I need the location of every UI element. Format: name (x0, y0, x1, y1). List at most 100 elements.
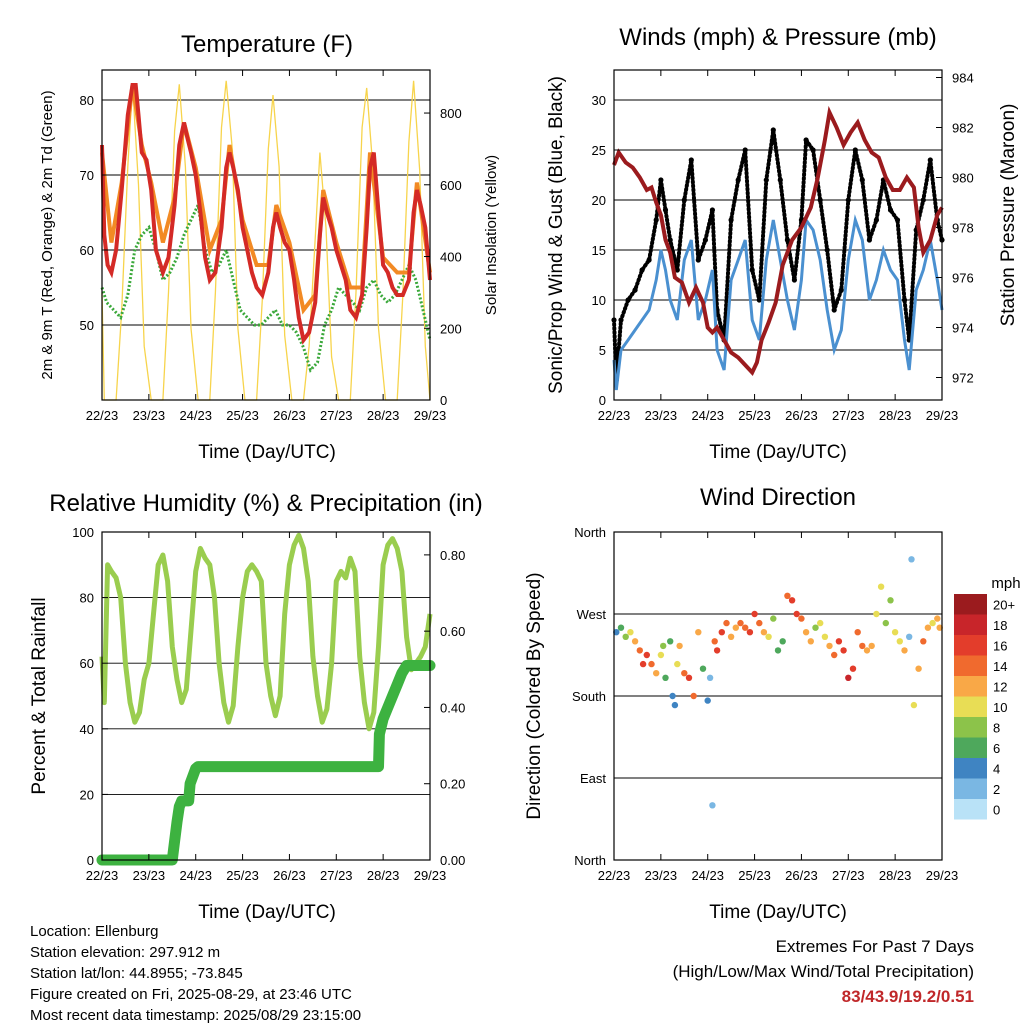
temperature-ylabel-left: 2m & 9m T (Red, Orange) & 2m Td (Green) (39, 90, 56, 379)
dewpoint-line (100, 199, 432, 373)
x-tick-label: 25/23 (738, 408, 771, 423)
y-tick-label: North (574, 525, 606, 540)
colorbar-label: 12 (993, 679, 1007, 694)
direction-point (674, 660, 681, 668)
dewpoint-series (100, 199, 432, 373)
y-tick-label: 25 (592, 143, 606, 158)
x-tick-label: 22/23 (86, 408, 119, 423)
y-tick-label: West (577, 607, 607, 622)
direction-point (770, 615, 777, 622)
x-tick-label: 28/23 (367, 868, 400, 883)
x-tick-label: 26/23 (273, 408, 306, 423)
humidity-ticks: 22/23 23/23 24/23 25/23 26/23 27/23 28/23 29/23… (72, 525, 465, 883)
humidity-xlabel: Time (Day/UTC) (198, 902, 336, 923)
direction-point (713, 647, 721, 654)
y-tick-label: 30 (592, 93, 606, 108)
y-tick-label: 20 (592, 193, 606, 208)
x-tick-label: 27/23 (320, 868, 353, 883)
y-tick-label: 20 (80, 787, 94, 802)
temperature-ylabel-right: Solar Insolation (Yellow) (483, 155, 500, 315)
direction-point (662, 674, 669, 681)
y-tick-label: 0 (599, 393, 606, 408)
direction-point (711, 638, 718, 645)
temperature-xlabel: Time (Day/UTC) (198, 442, 336, 463)
direction-point (891, 629, 899, 636)
direction-point (706, 674, 714, 681)
direction-point (779, 638, 786, 645)
x-tick-label: 28/23 (879, 868, 912, 883)
direction-point (756, 619, 763, 627)
wind-series (612, 214, 944, 391)
colorbar-swatch (954, 676, 987, 697)
direction-point (887, 597, 894, 604)
temperature-panel: Temperature (F) 22/23 23/23 24/23 25/23 26/2… (39, 31, 500, 463)
winds-ylabel-right: Station Pressure (Maroon) (998, 104, 1019, 327)
direction-point (807, 638, 814, 645)
y-tick-label: South (572, 689, 606, 704)
x-tick-label: 26/23 (785, 868, 818, 883)
direction-point (929, 619, 936, 627)
x-tick-label: 24/23 (691, 408, 724, 423)
direction-point (723, 619, 730, 627)
precip-series (96, 660, 436, 866)
direction-point (622, 633, 629, 640)
y-tick-label: 40 (80, 722, 94, 737)
direction-point (676, 642, 683, 650)
winds-xlabel: Time (Day/UTC) (709, 442, 847, 463)
x-tick-label: 29/23 (926, 868, 959, 883)
direction-point (896, 638, 903, 645)
x-tick-label: 23/23 (133, 408, 166, 423)
colorbar-swatch (954, 717, 987, 738)
direction-point (627, 629, 634, 636)
y-tick-label: 0.20 (440, 777, 465, 792)
temperature-ticks: 22/23 23/23 24/23 25/23 26/23 27/23 28/23 29/23… (80, 70, 462, 423)
winds-panel: Winds (mph) & Pressure (mb) 22/23 23/23 24… (546, 24, 1019, 463)
y-tick-label: 982 (952, 121, 974, 136)
direction-point (840, 647, 847, 654)
extremes-heading: Extremes For Past 7 Days (775, 937, 974, 956)
direction-point (639, 660, 647, 668)
direction-point (636, 647, 643, 654)
x-tick-label: 26/23 (785, 408, 818, 423)
x-tick-label: 28/23 (367, 408, 400, 423)
precip-line (96, 660, 436, 866)
direction-point (802, 629, 810, 636)
direction-point (908, 556, 915, 563)
colorbar-label: 0 (993, 802, 1000, 817)
direction-point (617, 624, 625, 631)
extremes-subheading: (High/Low/Max Wind/Total Precipitation) (672, 962, 974, 981)
colorbar: 20+ 18 16 14 12 10 8 6 4 2 0 (954, 594, 1015, 820)
x-tick-label: 25/23 (226, 408, 259, 423)
rh-line (99, 532, 433, 732)
y-tick-label: 70 (80, 168, 94, 183)
direction-point (685, 674, 693, 681)
colorbar-label: 14 (993, 659, 1007, 674)
extremes-values: 83/43.9/19.2/0.51 (841, 987, 974, 1006)
colorbar-label: 6 (993, 741, 1000, 756)
direction-point (727, 633, 735, 640)
rh-series (99, 532, 433, 732)
y-tick-label: East (580, 771, 606, 786)
y-tick-label: 600 (440, 178, 462, 193)
direction-point (793, 610, 800, 618)
pressure-series (612, 105, 944, 377)
colorbar-title: mph (991, 575, 1020, 592)
direction-point (613, 629, 620, 636)
direction-point (765, 633, 772, 640)
direction-point (877, 583, 885, 590)
colorbar-label: 18 (993, 618, 1007, 633)
y-tick-label: 0.00 (440, 853, 465, 868)
y-tick-label: 15 (592, 243, 606, 258)
y-tick-label: 974 (952, 321, 974, 336)
direction-point (859, 642, 866, 650)
direction-point (873, 610, 880, 618)
direction-point (671, 701, 679, 709)
colorbar-label: 4 (993, 761, 1000, 776)
humidity-title: Relative Humidity (%) & Precipitation (i… (49, 490, 482, 517)
colorbar-swatch (954, 799, 987, 820)
y-tick-label: 0.40 (440, 700, 465, 715)
colorbar-swatch (954, 696, 987, 717)
direction-point (660, 642, 667, 650)
direction-point (831, 651, 838, 659)
